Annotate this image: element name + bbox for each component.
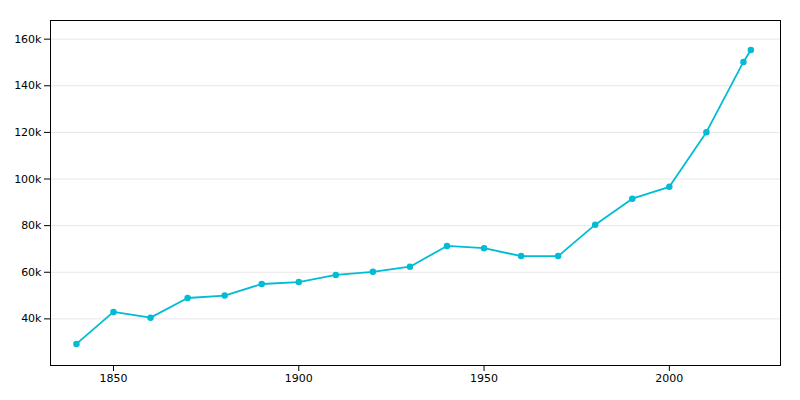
svg-text:40k: 40k (21, 312, 42, 325)
svg-text:120k: 120k (14, 126, 42, 139)
svg-text:80k: 80k (21, 219, 42, 232)
svg-text:1850: 1850 (99, 372, 127, 385)
svg-text:1900: 1900 (285, 372, 313, 385)
svg-text:60k: 60k (21, 266, 42, 279)
svg-text:140k: 140k (14, 79, 42, 92)
svg-text:2000: 2000 (655, 372, 683, 385)
svg-text:160k: 160k (14, 33, 42, 46)
svg-text:1950: 1950 (470, 372, 498, 385)
svg-text:100k: 100k (14, 173, 42, 186)
